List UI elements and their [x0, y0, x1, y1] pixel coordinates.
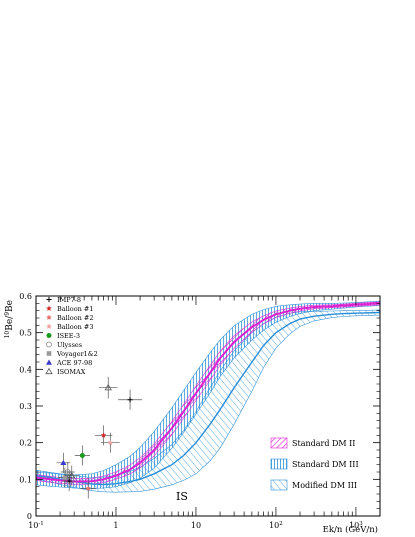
data-point — [64, 469, 71, 475]
legend-marker — [46, 314, 52, 320]
legend-marker — [46, 305, 52, 311]
y-tick-label: 0.6 — [19, 292, 32, 301]
x-axis-label: Ek/n (GeV/n) — [323, 524, 378, 535]
x-tick-label: 102 — [269, 521, 283, 530]
legend-swatch — [270, 458, 288, 470]
legend-marker — [46, 341, 52, 348]
series-line-0 — [36, 302, 380, 483]
data-point — [107, 439, 114, 446]
x-tick-label: 10 — [191, 521, 201, 530]
y-label-sup2: 9 — [4, 312, 11, 316]
legend-marker — [46, 351, 52, 356]
data-point — [60, 459, 67, 466]
series-line-2 — [36, 311, 380, 486]
error-bar — [99, 376, 118, 399]
y-label-mid: Be/ — [5, 315, 15, 331]
y-label-tail: Be — [5, 300, 15, 312]
data-point — [66, 478, 72, 484]
y-tick-label: 0 — [27, 512, 32, 521]
data-point — [68, 471, 76, 479]
data-point — [127, 397, 133, 403]
legend-marker — [46, 323, 52, 329]
legend-label: Balloon #3 — [57, 323, 93, 331]
legend-label: Ulysses — [57, 341, 82, 349]
legend-swatch — [270, 479, 288, 491]
band-0 — [36, 301, 380, 485]
legend-marker — [46, 296, 52, 303]
legend-models: Standard DM II Standard DM III Modified DM… — [270, 437, 359, 491]
y-tick-label: 0.2 — [19, 439, 32, 448]
legend-label: IMP7-8 — [57, 296, 81, 304]
legend-label: Balloon #2 — [57, 314, 93, 322]
data-point — [85, 485, 92, 491]
x-axis: 10-1 1 10 102 103 — [28, 296, 381, 530]
data-point — [104, 383, 112, 391]
curves-layer — [36, 302, 380, 486]
legend-label: Voyager1&2 — [56, 350, 98, 358]
experimental-points-layer — [56, 376, 143, 499]
legend-label: Modified DM III — [292, 481, 357, 490]
legend-label: ISEE-3 — [57, 332, 80, 340]
legend-marker — [46, 333, 52, 338]
y-tick-label: 0.4 — [19, 365, 32, 374]
x-tick-label: 10-1 — [28, 521, 44, 530]
data-point — [100, 432, 107, 438]
data-point — [79, 453, 85, 458]
y-axis-label: 10Be/9Be — [4, 300, 16, 338]
legend-label: Standard DM III — [292, 460, 359, 469]
legend-label: Balloon #1 — [57, 305, 93, 313]
legend-marker — [46, 359, 52, 365]
svg-text:10Be/9Be: 10Be/9Be — [4, 300, 16, 338]
legend-label: Standard DM II — [292, 439, 355, 448]
legend-marker — [45, 367, 53, 375]
legend-label: ACE 97-98 — [56, 359, 92, 367]
y-tick-label: 0.1 — [19, 475, 32, 484]
x-tick-label: 1 — [113, 521, 118, 530]
y-axis: 0 0.1 0.2 0.3 0.4 0.5 0.6 — [19, 292, 380, 521]
legend-swatch — [270, 437, 288, 449]
y-tick-label: 0.3 — [19, 402, 32, 411]
legend-label: ISOMAX — [57, 368, 86, 376]
is-annotation: IS — [176, 490, 188, 503]
y-tick-label: 0.5 — [19, 329, 32, 338]
data-point — [62, 475, 68, 480]
error-bar — [64, 465, 79, 486]
y-label-sup1: 10 — [4, 331, 11, 339]
x-tick-label: 103 — [349, 521, 363, 530]
